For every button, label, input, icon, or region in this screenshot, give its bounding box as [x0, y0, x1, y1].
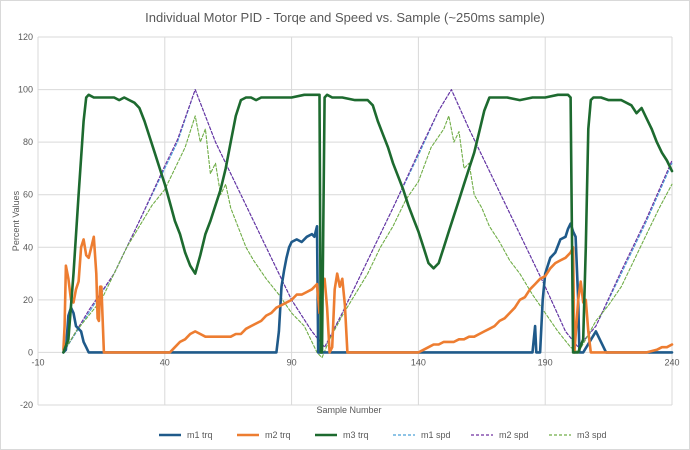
legend-label: m1 trq — [187, 430, 213, 440]
y-tick-label: 20 — [23, 295, 33, 305]
x-tick-label: 240 — [664, 357, 679, 367]
series-layer — [62, 89, 674, 359]
legend-item: m1 trq — [159, 430, 213, 440]
chart-title: Individual Motor PID - Torqe and Speed v… — [145, 10, 545, 25]
y-tick-label: 40 — [23, 242, 33, 252]
legend: m1 trq m2 trq m3 trq m1 spd m2 spd m3 spd — [159, 430, 607, 440]
x-tick-label: 40 — [160, 357, 170, 367]
y-tick-label: -20 — [20, 400, 33, 410]
y-tick-label: 60 — [23, 190, 33, 200]
legend-label: m3 spd — [577, 430, 607, 440]
axis-layer: -20 0 20 40 60 80 100 120 -10 40 90 140 190 240 — [18, 32, 680, 410]
y-tick-label: 80 — [23, 137, 33, 147]
grid-layer — [37, 36, 673, 406]
series-line-m3-trq — [62, 93, 674, 354]
x-tick-label: -10 — [31, 357, 44, 367]
legend-item: m3 trq — [315, 430, 369, 440]
legend-item: m2 trq — [237, 430, 291, 440]
legend-item: m1 spd — [393, 430, 451, 440]
legend-item: m2 spd — [471, 430, 529, 440]
x-tick-label: 90 — [287, 357, 297, 367]
legend-label: m3 trq — [343, 430, 369, 440]
y-tick-label: 100 — [18, 85, 33, 95]
y-tick-label: 0 — [28, 347, 33, 357]
series-line-m3-spd — [62, 115, 673, 359]
series-line-m1-spd — [62, 89, 673, 353]
x-tick-label: 140 — [411, 357, 426, 367]
y-tick-label: 120 — [18, 32, 33, 42]
legend-label: m2 trq — [265, 430, 291, 440]
legend-item: m3 spd — [549, 430, 607, 440]
legend-label: m1 spd — [421, 430, 451, 440]
x-axis-label: Sample Number — [316, 405, 381, 415]
y-axis-label: Percent Values — [11, 190, 21, 251]
series-line-m2-trq — [62, 235, 674, 354]
legend-label: m2 spd — [499, 430, 529, 440]
series-line-m2-spd — [62, 89, 673, 353]
x-tick-label: 190 — [538, 357, 553, 367]
